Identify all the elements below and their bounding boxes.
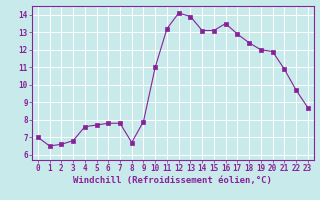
- X-axis label: Windchill (Refroidissement éolien,°C): Windchill (Refroidissement éolien,°C): [73, 176, 272, 185]
